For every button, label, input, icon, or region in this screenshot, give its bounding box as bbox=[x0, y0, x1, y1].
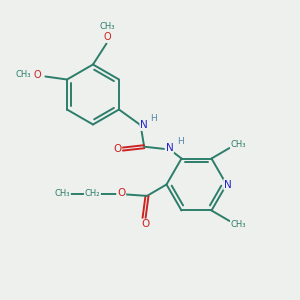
Text: CH₃: CH₃ bbox=[99, 22, 115, 31]
Text: CH₃: CH₃ bbox=[231, 220, 246, 229]
Text: H: H bbox=[150, 114, 157, 123]
Text: O: O bbox=[117, 188, 125, 198]
Text: CH₃: CH₃ bbox=[231, 140, 246, 149]
Text: O: O bbox=[141, 219, 149, 230]
Text: N: N bbox=[166, 143, 173, 153]
Text: CH₂: CH₂ bbox=[85, 189, 100, 198]
Text: O: O bbox=[33, 70, 41, 80]
Text: H: H bbox=[177, 137, 184, 146]
Text: O: O bbox=[103, 32, 111, 42]
Text: O: O bbox=[113, 144, 121, 154]
Text: N: N bbox=[224, 179, 232, 190]
Text: CH₃: CH₃ bbox=[15, 70, 31, 79]
Text: CH₃: CH₃ bbox=[55, 189, 70, 198]
Text: N: N bbox=[140, 120, 148, 130]
